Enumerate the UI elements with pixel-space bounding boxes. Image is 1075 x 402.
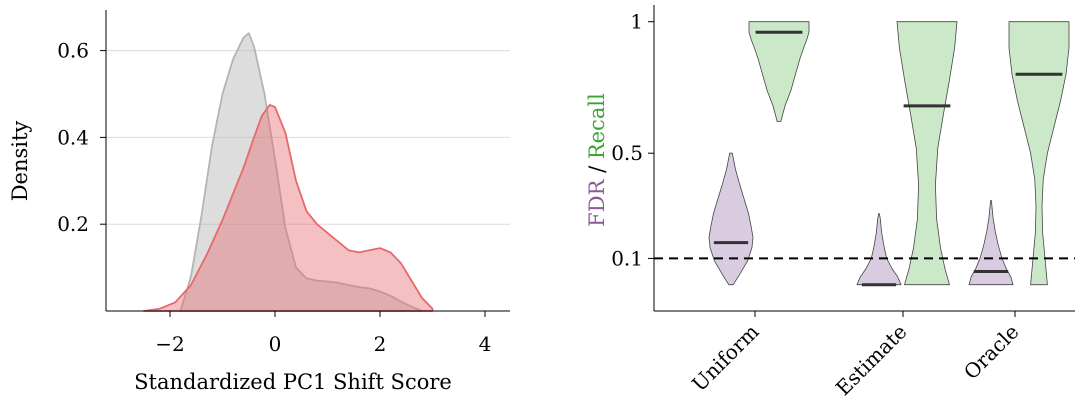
density-y-axis-label: Density bbox=[8, 121, 32, 202]
violin-recall-oracle bbox=[1008, 21, 1070, 286]
density-y-tick-label: 0.6 bbox=[57, 39, 89, 63]
density-y-tick-label: 0.4 bbox=[57, 125, 89, 149]
violin-y-tick-label: 0.1 bbox=[611, 246, 643, 270]
violin-fdr-uniform bbox=[708, 152, 754, 286]
density-x-tick-label: 0 bbox=[269, 332, 282, 356]
violin-y-axis-label: FDR / Recall bbox=[585, 93, 609, 227]
violin-medians bbox=[713, 30, 1063, 287]
violin-y-axis-label-part: FDR bbox=[585, 178, 609, 226]
violin-x-tick-label: Uniform bbox=[687, 320, 763, 396]
density-x-axis-label: Standardized PC1 Shift Score bbox=[134, 370, 452, 394]
density-chart: −2 0 2 4 0.2 0.4 0.6 Standardized PC1 Shift Sc… bbox=[8, 10, 510, 394]
violin-y-axis-label-part: / bbox=[585, 159, 609, 179]
density-areas bbox=[142, 32, 434, 312]
violin-y-tick-label: 0.5 bbox=[611, 141, 643, 165]
density-y-tick-label: 0.2 bbox=[57, 212, 89, 236]
violin-recall-estimate bbox=[896, 21, 958, 286]
density-axes bbox=[105, 10, 510, 312]
violin-y-tick-label: 1 bbox=[630, 10, 643, 34]
violin-x-tick-label: Estimate bbox=[831, 320, 912, 401]
density-x-tick-label: 4 bbox=[479, 332, 492, 356]
density-area-1 bbox=[142, 104, 434, 312]
violin-shapes bbox=[708, 21, 1070, 286]
violin-ticks: 0.1 0.5 1 Uniform Estimate Oracle bbox=[611, 10, 1023, 401]
density-x-tick-label: −2 bbox=[155, 332, 184, 356]
density-gridlines bbox=[106, 50, 510, 225]
violin-chart: 0.1 0.5 1 Uniform Estimate Oracle FDR / Recal… bbox=[585, 5, 1075, 400]
density-area-0 bbox=[179, 32, 423, 312]
density-x-tick-label: 2 bbox=[374, 332, 387, 356]
violin-axes bbox=[653, 5, 1075, 312]
violin-x-tick-label: Oracle bbox=[959, 320, 1024, 385]
violin-recall-uniform bbox=[748, 21, 810, 122]
density-ticks: −2 0 2 4 0.2 0.4 0.6 bbox=[57, 39, 491, 356]
violin-y-axis-label-part: Recall bbox=[585, 93, 609, 159]
violin-fdr-estimate bbox=[856, 213, 902, 286]
